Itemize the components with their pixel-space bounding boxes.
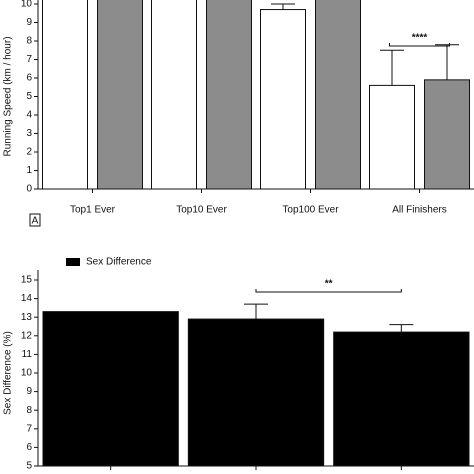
y-tick-label: 10 [21,368,33,379]
y-tick-label: 4 [26,110,32,121]
error-bar [244,303,268,320]
y-tick-label: 3 [26,128,32,139]
error-bar [271,3,295,10]
bar [206,0,252,190]
y-tick-label: 2 [26,147,32,158]
y-tick-label: 6 [26,73,32,84]
significance-bracket [255,289,402,293]
error-bar [389,324,414,333]
bar [369,84,415,190]
y-tick-label: 11 [22,349,33,360]
y-tick-label: 9 [26,17,32,28]
significance-bracket [389,43,450,47]
bar [187,318,325,467]
y-tick-label: 7 [26,54,32,65]
y-axis-label: Sex Difference (%) [3,331,14,415]
y-tick-label: 12 [21,330,33,341]
plot [42,0,470,190]
error-bar [380,49,404,86]
y-tick-label: 5 [26,461,32,472]
y-tick-label: 9 [26,386,32,397]
y-tick-label: 1 [26,165,32,176]
bar [151,0,197,190]
y-tick-label: 8 [26,405,32,416]
y-tick-label: 5 [26,91,32,102]
annotation: ** [325,279,333,290]
y-tick-label: 14 [21,293,33,304]
panel-label: A [32,216,39,227]
y-tick-label: 13 [21,312,33,323]
y-tick-label: 0 [26,184,32,195]
plot [42,303,470,467]
x-tick-label: Top100 Ever [282,205,339,216]
legend-swatch [66,258,80,266]
bar [424,79,470,190]
bar [333,331,470,467]
y-tick-label: 8 [26,36,32,47]
bar [42,311,179,467]
x-tick-label: Top10 Ever [176,205,227,216]
panel-box [29,213,41,227]
bar [42,0,88,190]
error-bar [435,44,459,80]
y-tick-label: 7 [26,423,32,434]
y-tick-label: 10 [21,0,33,10]
bar [315,0,361,190]
x-tick-label: Top1 Ever [70,205,116,216]
legend-label: Sex Difference [86,257,152,268]
bar [97,0,143,190]
x-tick-label: All Finishers [392,205,446,216]
bar [260,9,306,190]
y-tick-label: 6 [26,442,32,453]
y-axis-label: Running Speed (km / hour) [3,36,14,156]
annotation: **** [412,33,428,44]
y-tick-label: 15 [21,275,33,286]
